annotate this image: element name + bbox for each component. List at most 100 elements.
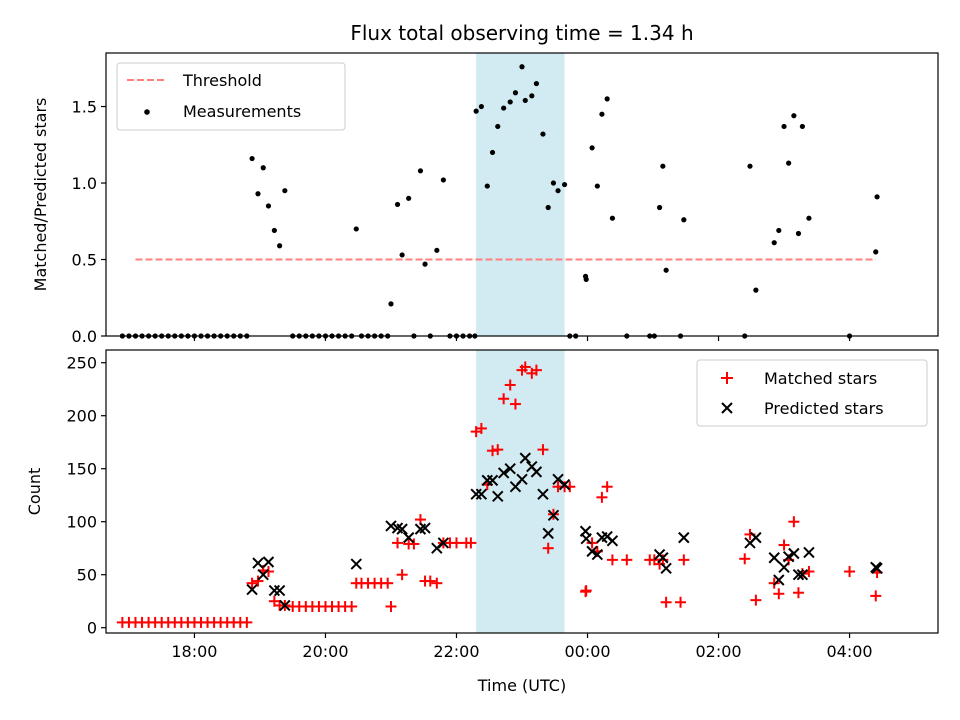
measurement-point (545, 204, 551, 211)
matched-star-point (739, 553, 751, 565)
predicted-star-point (586, 545, 598, 558)
predicted-star-point (803, 546, 815, 559)
predicted-star-point (246, 583, 258, 596)
measurement-point (594, 183, 600, 189)
predicted-star-point (558, 478, 571, 491)
matched-star-point (844, 566, 856, 578)
predicted-star-point (486, 474, 499, 487)
bottom-panel-xlabel: Time (UTC) (477, 676, 566, 695)
matched-star-point (252, 575, 264, 587)
predicted-star-point (782, 550, 795, 563)
measurement-point (806, 215, 812, 221)
matched-star-point (537, 444, 549, 456)
measurement-point (282, 188, 288, 194)
predicted-star-point (796, 568, 809, 581)
x-tick-label: 20:00 (302, 642, 348, 661)
measurement-point (478, 103, 484, 110)
measurement-point (388, 301, 394, 307)
measurement-point (422, 261, 428, 267)
measurement-point (791, 113, 797, 119)
y-tick-label: 1.0 (72, 174, 97, 193)
matched-star-point (788, 516, 800, 528)
matched-star-point (678, 554, 690, 566)
predicted-star-point (750, 531, 762, 544)
measurements-legend-marker (144, 109, 150, 115)
bottom-panel-frame (105, 349, 939, 634)
measurement-point (540, 131, 546, 137)
matched-star-point (246, 577, 258, 589)
top-panel-frame (105, 52, 939, 337)
matched-star-point (346, 601, 358, 613)
predicted-star-point (792, 568, 805, 581)
measurement-point (609, 215, 616, 221)
predicted-star-point (279, 599, 291, 612)
measurement-point (507, 99, 513, 105)
predicted-star-point (778, 561, 790, 573)
measurement-point (786, 160, 792, 166)
measurement-point (522, 97, 528, 104)
measurement-point (353, 226, 359, 232)
measurement-point (277, 243, 283, 249)
matched-star-point (606, 554, 618, 566)
top-legend-box (116, 62, 346, 131)
measurement-point (271, 227, 277, 234)
top-legend: Threshold Measurements (116, 62, 346, 131)
predicted-star-point (257, 568, 269, 581)
matched-star-point (487, 445, 499, 457)
predicted-star-point (252, 557, 264, 569)
x-tick-label: 02:00 (695, 642, 741, 661)
measurement-point (399, 252, 405, 258)
matched-star-point (509, 398, 521, 410)
predicted-star-point (470, 488, 482, 500)
matched-star-point (601, 481, 613, 493)
matched-star-point (431, 577, 443, 589)
matched-star-point (675, 596, 687, 608)
measurement-point (599, 111, 605, 117)
predicted-star-point (657, 552, 669, 564)
measurements-legend-label: Measurements (183, 102, 301, 121)
y-tick-label: 50 (77, 566, 97, 585)
threshold-legend-label: Threshold (182, 71, 262, 90)
matched-star-point (530, 364, 542, 376)
matched-star-point (492, 444, 504, 456)
measurement-point (589, 145, 595, 151)
matched-star-point (792, 587, 804, 599)
measurement-point (550, 180, 557, 186)
matched-star-point (660, 596, 672, 608)
bottom-panel: 0 50 100 150 200 250 18:00 20:00 22:00 00:00 02:00… (25, 349, 939, 695)
matched-star-point (498, 393, 510, 405)
matched-star-point (542, 542, 554, 554)
matched-star-point (519, 361, 531, 373)
measurement-point (249, 155, 255, 162)
y-tick-label: 200 (66, 407, 97, 426)
measurement-point (799, 123, 805, 130)
measurement-point (484, 183, 490, 189)
matched-legend-marker (721, 372, 733, 384)
measurement-point (495, 123, 501, 130)
predicted-legend-marker (721, 402, 733, 414)
bottom-legend: Matched stars Predicted stars (696, 359, 928, 427)
measurement-point (771, 240, 777, 246)
predicted-star-point (516, 473, 528, 486)
measurement-point (561, 181, 568, 188)
measurement-point (747, 163, 753, 169)
measurement-point (776, 227, 782, 234)
predicted-star-point (492, 490, 504, 502)
predicted-star-point (547, 509, 560, 522)
predicted-star-point (542, 527, 554, 540)
predicted-star-point (268, 584, 281, 597)
predicted-star-point (504, 463, 516, 475)
measurement-point (434, 247, 440, 253)
measurement-point (533, 80, 540, 87)
bottom-legend-box (696, 359, 928, 427)
measurement-point (519, 64, 525, 70)
x-tick-label: 18:00 (171, 642, 217, 661)
measurement-point (529, 93, 535, 99)
matched-star-point (870, 590, 882, 602)
matched-star-point (504, 379, 516, 391)
matched-star-point (424, 575, 436, 587)
matched-star-point (778, 539, 790, 551)
measurement-point (512, 90, 519, 96)
bottom-panel-ylabel: Count (25, 468, 44, 516)
